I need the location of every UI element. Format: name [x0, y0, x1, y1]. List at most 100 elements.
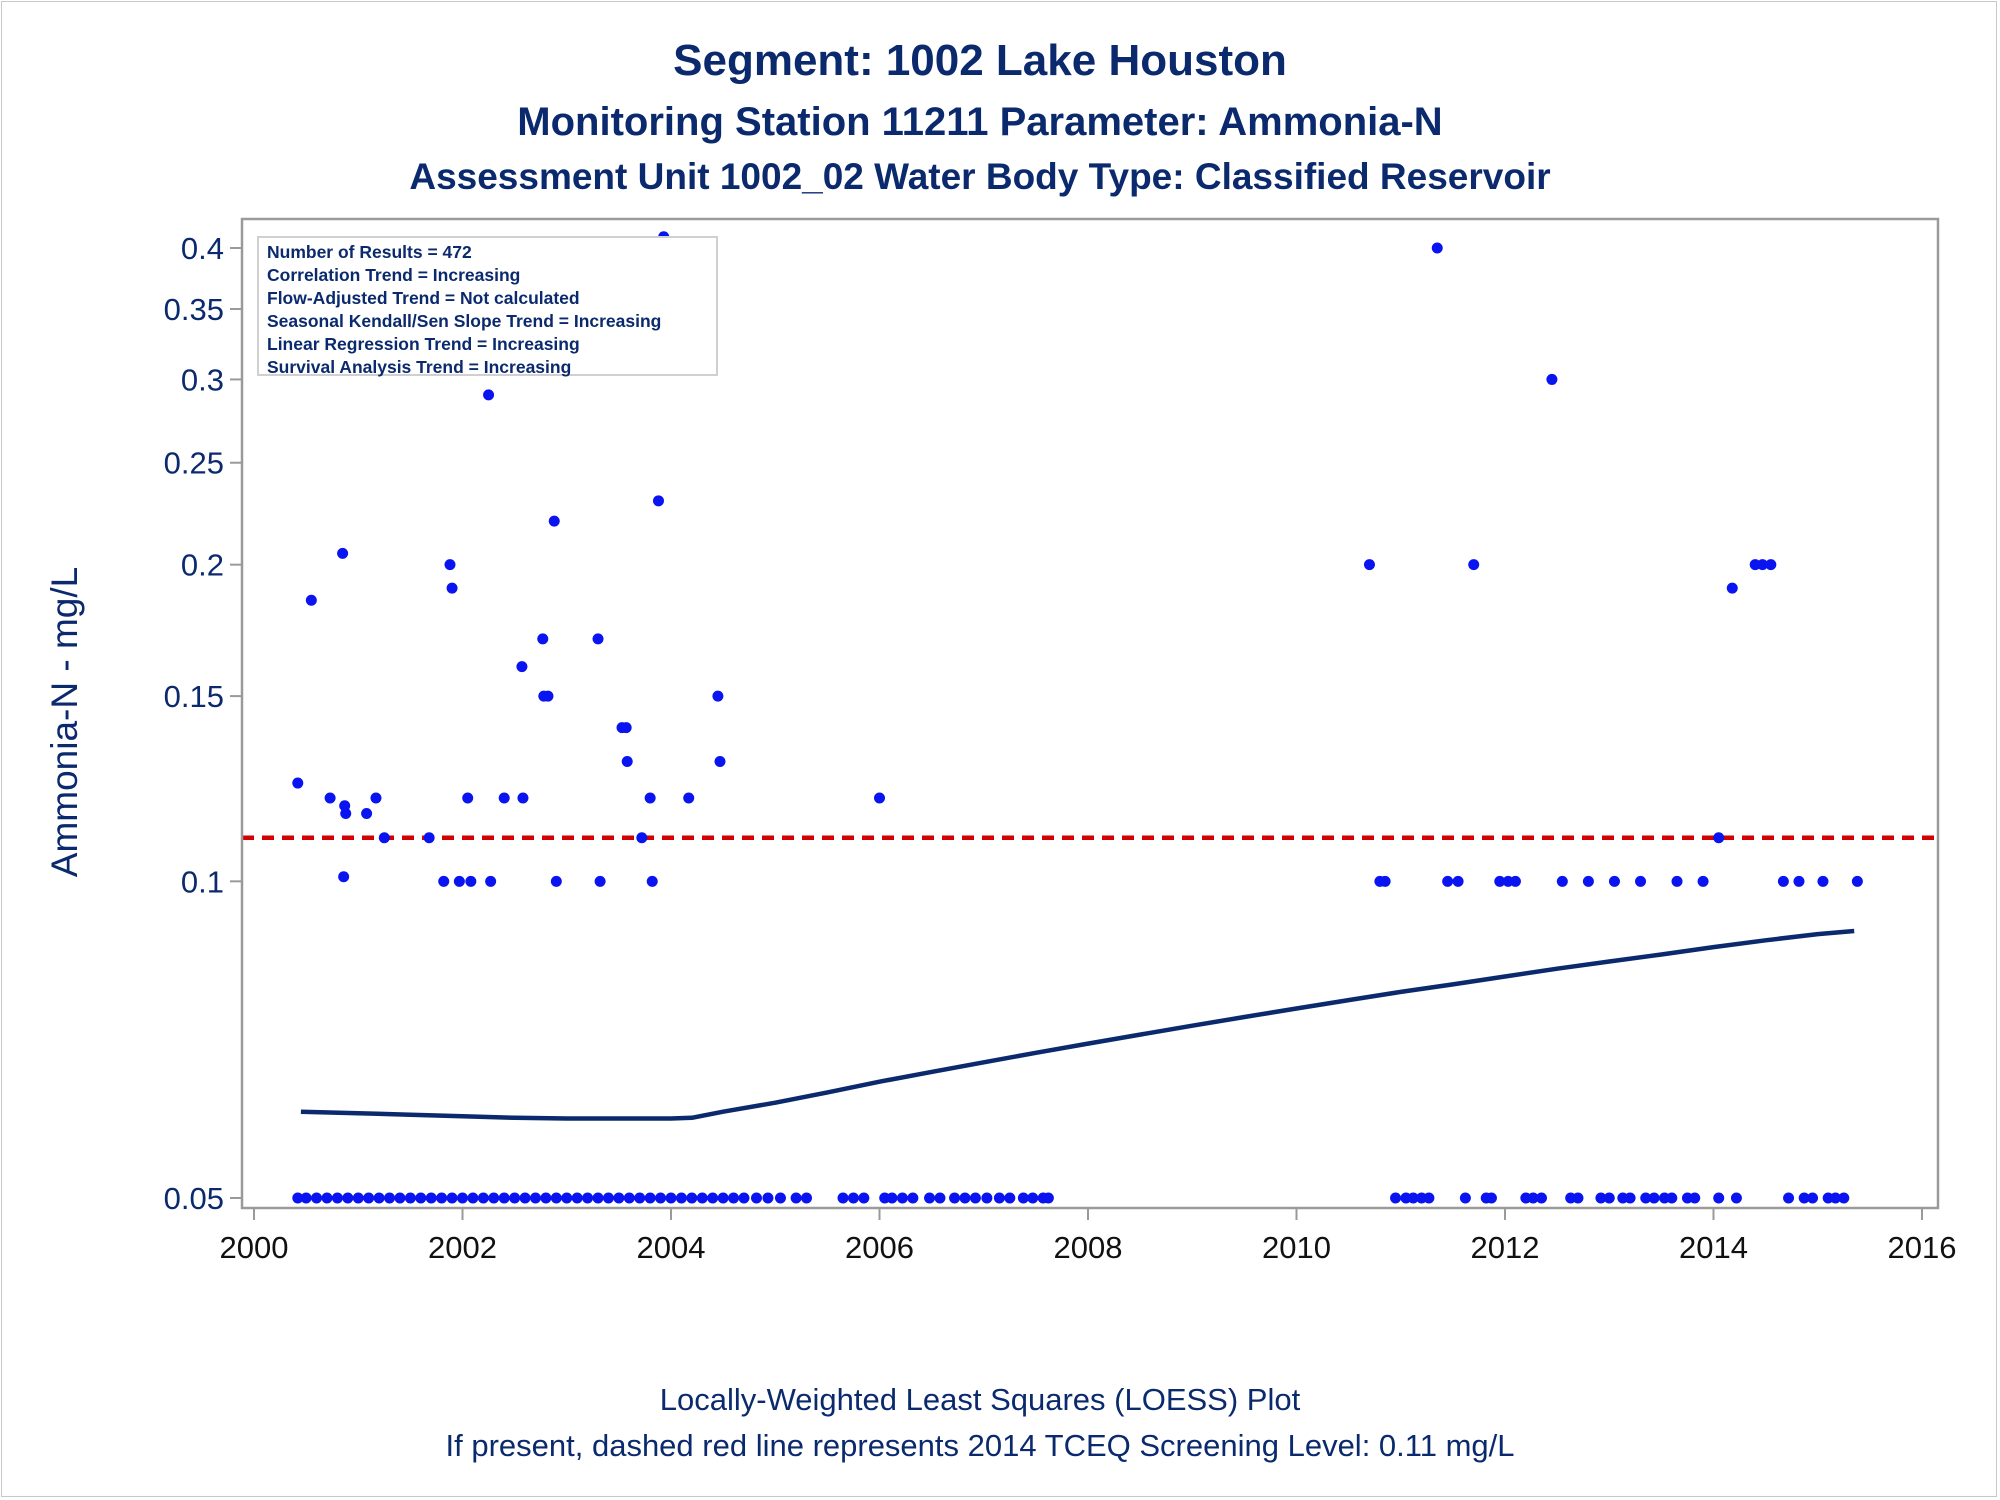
data-point	[712, 690, 724, 702]
data-point	[453, 875, 465, 887]
data-point	[969, 1192, 981, 1204]
stats-box: Number of Results = 472 Correlation Tren…	[257, 236, 718, 377]
data-point	[634, 1192, 646, 1204]
stats-line: Linear Regression Trend = Increasing	[267, 334, 580, 354]
data-point	[517, 792, 529, 804]
data-point	[498, 1192, 510, 1204]
data-point	[707, 1192, 719, 1204]
data-point	[837, 1192, 849, 1204]
data-point	[1807, 1192, 1819, 1204]
x-tick-label: 2000	[220, 1230, 289, 1265]
data-point	[446, 1192, 458, 1204]
y-tick-label: 0.2	[181, 548, 224, 583]
data-point	[516, 661, 528, 673]
x-tick-label: 2016	[1888, 1230, 1957, 1265]
data-point	[1468, 559, 1480, 571]
data-point	[1635, 875, 1647, 887]
data-point	[1442, 875, 1454, 887]
data-point	[1431, 242, 1443, 254]
data-point	[623, 1192, 635, 1204]
data-point	[993, 1192, 1005, 1204]
y-tick-label: 0.15	[164, 679, 224, 714]
loess-curve	[300, 928, 1855, 1121]
data-point	[1546, 373, 1558, 385]
data-point	[1535, 1192, 1547, 1204]
data-point	[801, 1192, 813, 1204]
data-point	[1829, 1192, 1841, 1204]
data-point	[483, 389, 495, 401]
data-point	[342, 1192, 354, 1204]
data-point	[896, 1192, 908, 1204]
y-tick-label: 0.35	[164, 292, 224, 327]
y-tick-label: 0.3	[181, 362, 224, 397]
data-point	[1777, 875, 1789, 887]
data-point	[665, 1192, 677, 1204]
data-layer	[242, 231, 1938, 1204]
data-point	[444, 559, 456, 571]
data-point	[1648, 1192, 1660, 1204]
footnote-screening: If present, dashed red line represents 2…	[445, 1428, 1515, 1463]
data-point	[542, 690, 554, 702]
data-point	[300, 1192, 312, 1204]
data-point	[331, 1192, 343, 1204]
axes-layer: 2000 2002 2004 2006 2008 2010 2012 2014 2016 0.4 0…	[164, 217, 1957, 1265]
data-point	[1713, 1192, 1725, 1204]
y-tick-label: 0.25	[164, 446, 224, 481]
data-point	[1556, 875, 1568, 887]
chart-subtitle-assessment: Assessment Unit 1002_02 Water Body Type:…	[409, 156, 1551, 197]
data-point	[686, 1192, 698, 1204]
data-point	[425, 1192, 437, 1204]
data-point	[1624, 1192, 1636, 1204]
y-axis-label: Ammonia-N - mg/L	[44, 566, 85, 878]
data-point	[378, 832, 390, 844]
data-point	[436, 1192, 448, 1204]
x-tick-label: 2004	[637, 1230, 706, 1265]
data-point	[340, 808, 352, 820]
data-point	[1390, 1192, 1402, 1204]
data-point	[1817, 875, 1829, 887]
data-point	[561, 1192, 573, 1204]
data-point	[446, 582, 458, 594]
data-point	[370, 792, 382, 804]
data-point	[1027, 1192, 1039, 1204]
data-point	[949, 1192, 961, 1204]
data-point	[462, 792, 474, 804]
data-point	[1485, 1192, 1497, 1204]
data-point	[1851, 875, 1863, 887]
data-point	[738, 1192, 750, 1204]
data-point	[1783, 1192, 1795, 1204]
stats-line: Seasonal Kendall/Sen Slope Trend = Incre…	[267, 311, 662, 331]
data-point	[1608, 875, 1620, 887]
data-point	[874, 792, 885, 804]
data-point	[644, 1192, 656, 1204]
data-point	[644, 792, 656, 804]
data-point	[652, 495, 664, 507]
data-point	[602, 1192, 614, 1204]
data-point	[858, 1192, 870, 1204]
data-point	[498, 792, 510, 804]
data-point	[488, 1192, 500, 1204]
data-point	[292, 1192, 304, 1204]
data-point	[1798, 1192, 1810, 1204]
data-point	[1838, 1192, 1850, 1204]
data-point	[1671, 875, 1683, 887]
data-point	[305, 594, 317, 606]
x-tick-label: 2002	[428, 1230, 497, 1265]
data-point	[548, 515, 560, 527]
data-point	[1640, 1192, 1652, 1204]
data-point	[696, 1192, 708, 1204]
y-tick-label: 0.1	[181, 864, 224, 899]
data-point	[519, 1192, 531, 1204]
data-point	[1765, 559, 1777, 571]
x-tick-label: 2008	[1054, 1230, 1123, 1265]
data-point	[924, 1192, 936, 1204]
data-point	[1793, 875, 1805, 887]
data-point	[465, 875, 477, 887]
data-point	[352, 1192, 364, 1204]
data-point	[728, 1192, 740, 1204]
data-point	[1363, 559, 1375, 571]
data-point	[571, 1192, 583, 1204]
data-point	[509, 1192, 521, 1204]
data-point	[620, 722, 632, 734]
